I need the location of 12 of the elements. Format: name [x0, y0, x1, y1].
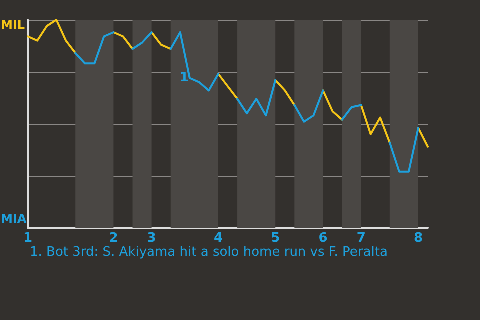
- text: MIA: [1, 212, 28, 226]
- x-tick-label: 6: [318, 231, 328, 246]
- text: 1. Bot 3rd: S. Akiyama hit a solo home run vs F. Peralta: [30, 245, 388, 260]
- x-tick-label: 4: [214, 231, 223, 246]
- x-tick-label: 2: [109, 231, 118, 246]
- x-tick-label: 7: [356, 231, 366, 246]
- x-tick-label: 5: [271, 231, 280, 246]
- x-tick-label: 1: [23, 231, 33, 246]
- text: MIL: [1, 18, 26, 32]
- x-tick-label: 3: [147, 231, 156, 246]
- annotation: 1: [180, 70, 189, 86]
- x-tick-label: 8: [414, 231, 423, 246]
